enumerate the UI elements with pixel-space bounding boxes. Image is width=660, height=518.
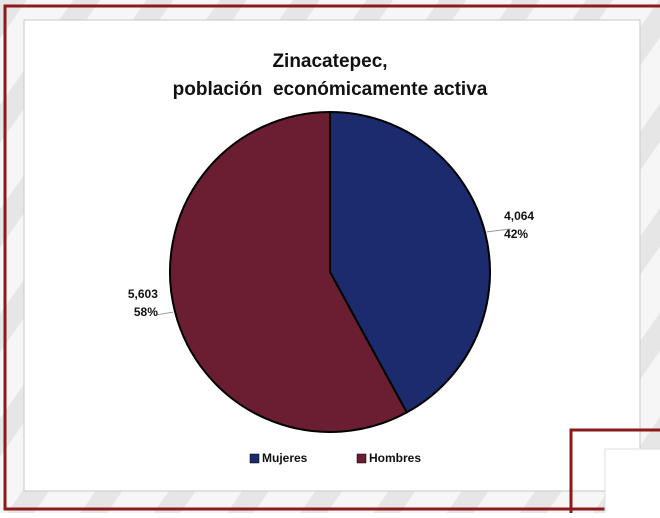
data-label: 5,603 xyxy=(128,287,158,301)
legend-swatch xyxy=(249,453,260,464)
slide-frame xyxy=(3,4,660,511)
corner-box xyxy=(604,448,660,518)
pie-slice xyxy=(169,110,409,433)
corner-frame xyxy=(569,428,660,518)
chart-title: Zinacatepec, xyxy=(272,51,387,72)
legend-label: Hombres xyxy=(369,451,421,465)
leader-line xyxy=(155,311,174,316)
chart-title: población económicamente activa xyxy=(173,79,488,100)
data-label: 4,064 xyxy=(504,209,534,223)
legend-swatch xyxy=(356,453,367,464)
percent-label: 42% xyxy=(504,227,528,241)
pie-slice xyxy=(329,110,491,414)
leader-line xyxy=(486,228,511,233)
legend-label: Mujeres xyxy=(262,451,308,465)
percent-label: 58% xyxy=(134,305,158,319)
